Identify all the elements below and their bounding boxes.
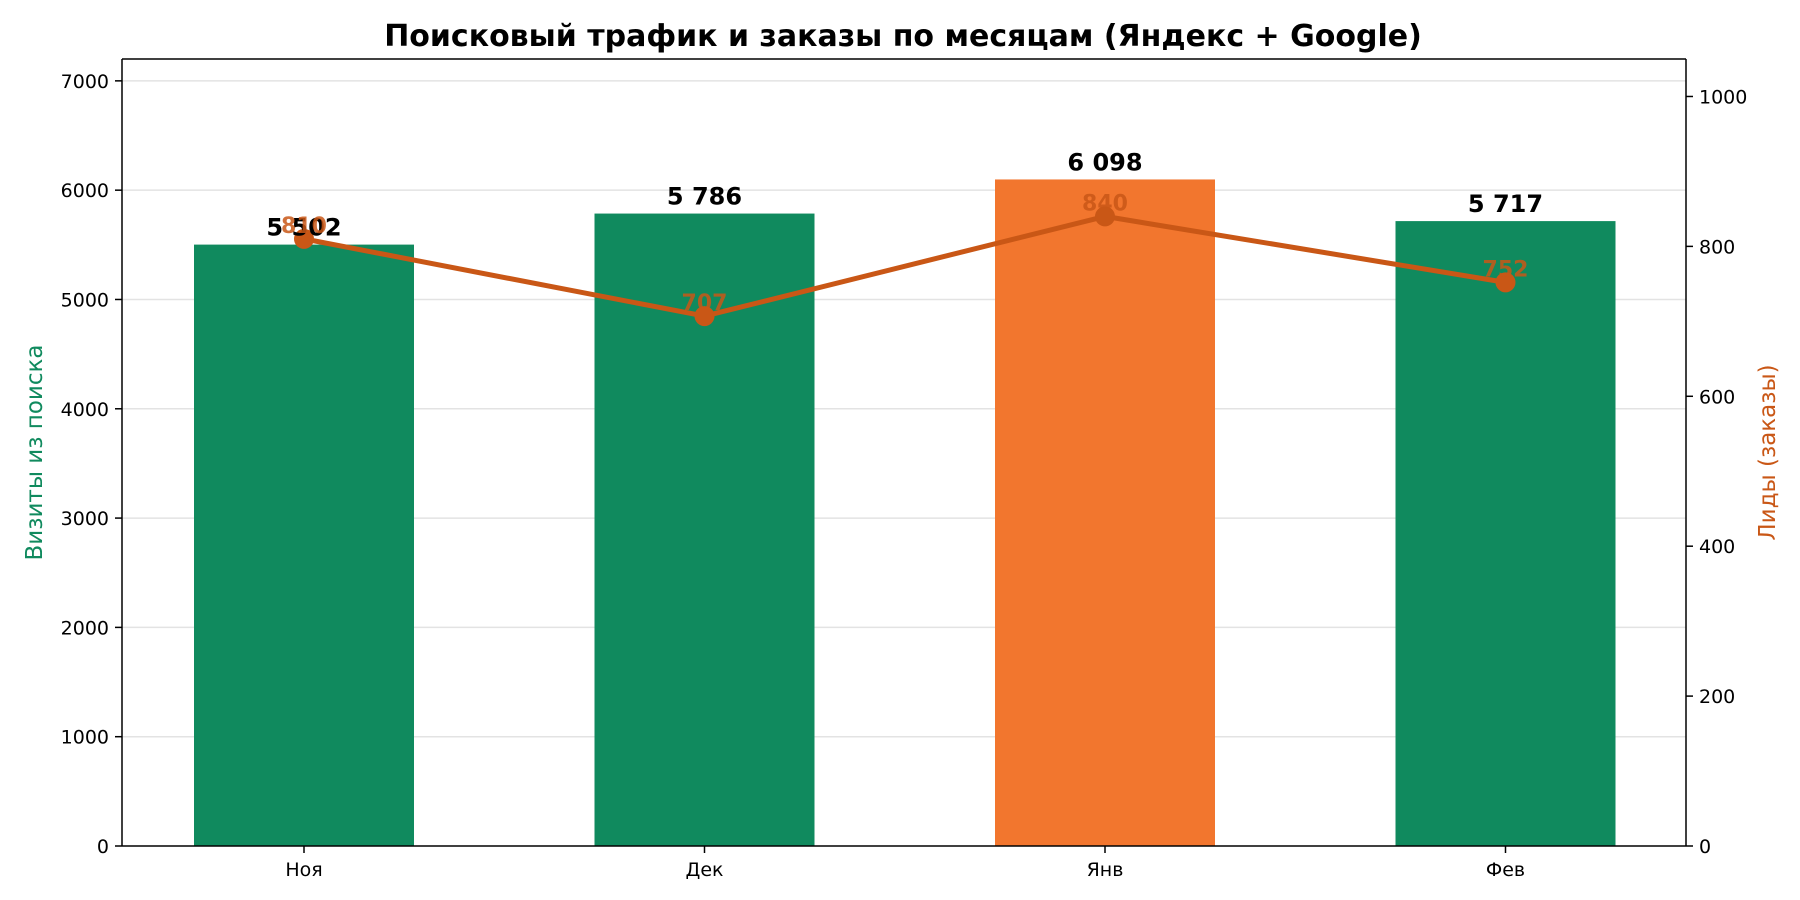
y-axis-label: Визиты из поиска [22,345,48,561]
line-point [294,228,314,249]
y-tick-label: 5000 [61,289,109,311]
bar-value-label: 5 502 [266,214,341,242]
y-tick-label: 3000 [61,508,109,530]
data-labels: 5 502 5 786 6 098 5 717 810 707 840 752 [266,148,1543,316]
y2-axis-label: Лиды (заказы) [1755,364,1781,540]
x-tick-label: Янв [1087,859,1124,881]
bar [995,179,1215,847]
line-path [303,213,1506,319]
bar [194,244,414,846]
x-tick-label: Фев [1486,859,1525,881]
y2-tick-label: 800 [1699,236,1735,258]
y2-tick-label: 400 [1699,536,1735,558]
y2-tick-label: 600 [1699,386,1735,408]
bars [194,179,1616,847]
chart-title: Поисковый трафик и заказы по месяцам (Ян… [384,19,1422,54]
x-tick-label: Дек [685,859,723,881]
y-tick-label: 0 [97,836,109,858]
line-point [694,306,715,327]
bar-value-label: 5 786 [667,183,742,211]
bar [1395,221,1616,846]
y2-tick-label: 1000 [1699,86,1747,108]
y2-tick-label: 0 [1699,836,1711,858]
line-value-label: 707 [682,291,728,316]
bar-value-label: 6 098 [1067,148,1142,176]
line-value-label: 810 [281,214,327,239]
line-value-label: 752 [1483,257,1529,282]
line-series [294,206,1516,327]
y-tick-label: 7000 [61,71,109,93]
y-tick-label: 2000 [61,617,109,639]
line-point [1495,272,1516,293]
y2-tick-label: 200 [1699,686,1735,708]
line-value-label: 840 [1082,191,1128,216]
x-tick-label: Ноя [285,859,322,881]
y-tick-label: 1000 [61,727,109,749]
y-tick-label: 4000 [61,399,109,421]
y-tick-label: 6000 [61,180,109,202]
axes: 0 1000 2000 3000 4000 5000 6000 7000 0 200 400 600 8… [61,58,1747,881]
bar-value-label: 5 717 [1468,190,1543,218]
line-point [1095,206,1115,227]
